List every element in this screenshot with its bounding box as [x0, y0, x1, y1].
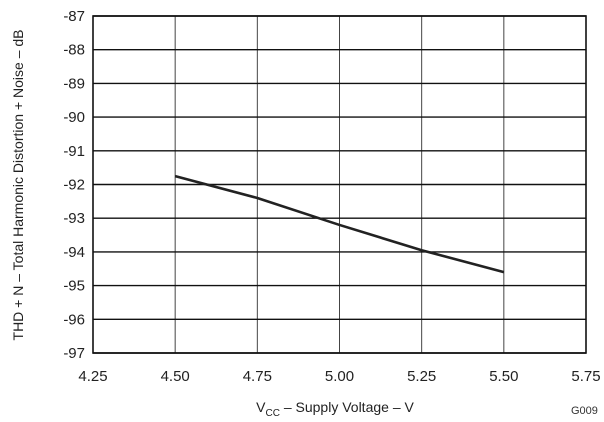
- series-layer: [174, 174, 505, 274]
- x-axis-title-rest: – Supply Voltage – V: [280, 399, 415, 415]
- y-tick-label: -92: [63, 177, 85, 194]
- y-tick-labels: -87 -88 -89 -90 -91 -92 -93 -94 -95 -96 -97: [63, 8, 85, 362]
- y-tick-label: -95: [63, 278, 85, 295]
- x-tick-label: 5.75: [571, 368, 600, 385]
- y-tick-label: -96: [63, 311, 85, 328]
- y-tick-label: -87: [63, 8, 85, 25]
- x-tick-label: 5.00: [325, 368, 354, 385]
- plot-frame: [92, 15, 587, 354]
- x-tick-label: 5.50: [489, 368, 518, 385]
- x-tick-label: 5.25: [407, 368, 436, 385]
- x-axis-title: VCC – Supply Voltage – V: [256, 399, 414, 419]
- series-line-0: [174, 174, 505, 274]
- y-tick-label: -90: [63, 109, 85, 126]
- y-axis-title: THD + N – Total Harmonic Distortion + No…: [10, 30, 26, 341]
- x-tick-label: 4.50: [161, 368, 190, 385]
- x-tick-labels: 4.25 4.50 4.75 5.00 5.25 5.50 5.75: [78, 368, 600, 385]
- y-tick-label: -91: [63, 143, 85, 160]
- x-tick-label: 4.25: [78, 368, 107, 385]
- x-tick-label: 4.75: [243, 368, 272, 385]
- figure-code: G009: [571, 405, 598, 417]
- grid: [92, 15, 587, 354]
- x-axis-title-main: V: [256, 399, 266, 415]
- y-tick-label: -89: [63, 75, 85, 92]
- y-tick-label: -93: [63, 210, 85, 227]
- x-axis-title-subscript: CC: [266, 408, 280, 419]
- y-tick-label: -97: [63, 345, 85, 362]
- y-tick-label: -94: [63, 244, 85, 261]
- y-tick-label: -88: [63, 42, 85, 59]
